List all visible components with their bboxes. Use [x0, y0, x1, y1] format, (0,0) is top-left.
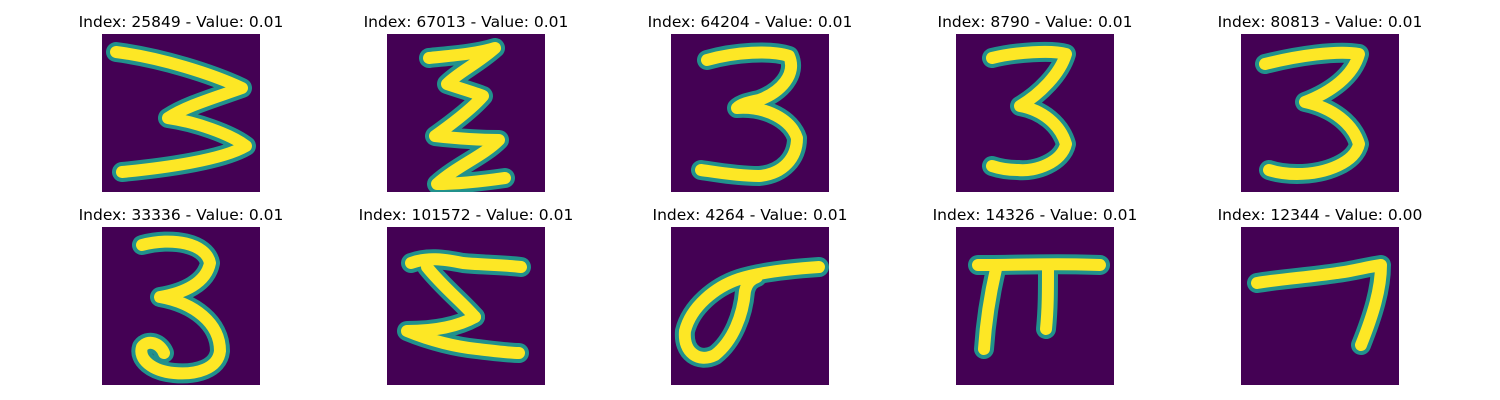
digit-image-canvas	[387, 34, 545, 192]
panel-title: Index: 80813 - Value: 0.01	[1217, 13, 1423, 31]
digit-image-canvas	[102, 34, 260, 192]
panel-title: Index: 8790 - Value: 0.01	[937, 13, 1133, 31]
digit-image-canvas	[102, 227, 260, 385]
stroke-core	[1251, 259, 1387, 351]
panel-title: Index: 64204 - Value: 0.01	[647, 13, 853, 31]
stroke-core	[978, 263, 1002, 355]
digit-image	[102, 34, 260, 192]
digit-image	[671, 227, 829, 385]
digit-image	[102, 227, 260, 385]
stroke-core	[110, 46, 252, 178]
panel-title: Index: 101572 - Value: 0.01	[358, 206, 574, 224]
panel-title: Index: 14326 - Value: 0.01	[932, 206, 1138, 224]
panel-title: Index: 25849 - Value: 0.01	[78, 13, 284, 31]
digit-image	[387, 227, 545, 385]
stroke-core	[405, 253, 527, 273]
digit-image	[956, 227, 1114, 385]
digit-image	[387, 34, 545, 192]
stroke-core	[678, 261, 825, 364]
stroke-core	[135, 235, 226, 380]
digit-image-canvas	[956, 34, 1114, 192]
panel-title: Index: 33336 - Value: 0.01	[78, 206, 284, 224]
digit-image	[1241, 227, 1399, 385]
stroke-core	[986, 45, 1072, 177]
digit-image-canvas	[1241, 34, 1399, 192]
stroke-core	[1259, 46, 1365, 180]
stroke-core	[401, 311, 525, 359]
stroke-core	[423, 42, 511, 190]
panel-title: Index: 4264 - Value: 0.01	[652, 206, 848, 224]
stroke-core	[1040, 263, 1054, 335]
digit-image-canvas	[1241, 227, 1399, 385]
digit-image	[956, 34, 1114, 192]
digit-image	[1241, 34, 1399, 192]
digit-image-canvas	[671, 34, 829, 192]
digit-image	[671, 34, 829, 192]
digit-image-canvas	[387, 227, 545, 385]
stroke-core	[972, 258, 1106, 271]
digit-image-canvas	[956, 227, 1114, 385]
digit-image-canvas	[671, 227, 829, 385]
panel-title: Index: 12344 - Value: 0.00	[1217, 206, 1423, 224]
stroke-core	[695, 46, 803, 182]
panel-title: Index: 67013 - Value: 0.01	[363, 13, 569, 31]
